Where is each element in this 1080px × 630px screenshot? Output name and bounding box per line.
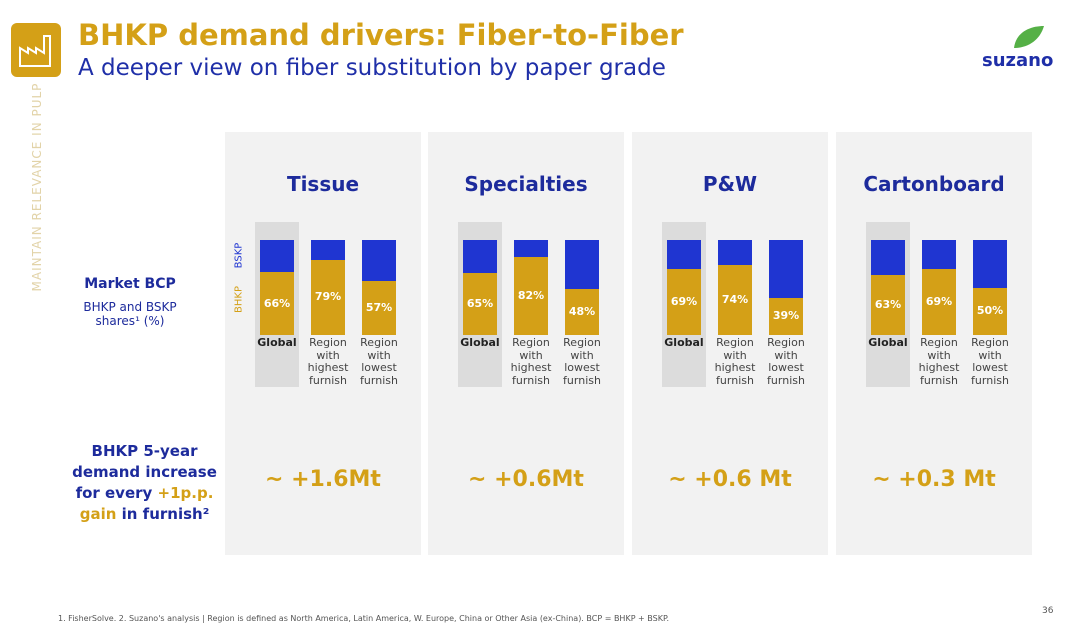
bar-segment [718,264,752,335]
bar-segment [769,297,803,335]
category-label: Global [868,336,908,349]
category-label: Region with highest furnish [307,336,349,387]
market-label: Market BCP [84,276,176,292]
text: BHKP 5-year demand increase for every [72,442,217,502]
bar-segment [463,240,497,274]
bar-segment [667,240,701,270]
panel-title: P&W [702,172,758,196]
panel-title: Cartonboard [863,172,1005,196]
category-label: Region with lowest furnish [360,336,398,387]
bar-segment [973,240,1007,288]
annotation: ~ +0.6 Mt [668,467,792,492]
bar-segment [973,287,1007,335]
panel-title: Tissue [286,172,360,196]
bar-segment [260,240,294,273]
panel: Cartonboard 63% Global 69% Region with highe… [836,132,1032,555]
value-label: 57% [365,300,393,314]
shares-label: BHKP and BSKP shares¹ (%) [83,300,177,328]
value-label: 63% [874,298,902,312]
bar-segment [922,240,956,270]
panel-title: Specialties [464,172,588,196]
category-label: Global [460,336,500,349]
bar-segment [565,240,599,290]
bar-segment [514,257,548,335]
panel: P&W 69% Global 74% Region with highest furni… [632,132,828,555]
text: +1p.p. [157,484,214,502]
annotation: ~ +0.3 Mt [872,467,996,492]
bar-segment [260,272,294,335]
bar-segment [871,240,905,276]
value-label: 69% [670,295,698,309]
value-label: 66% [263,296,291,310]
value-label: 48% [568,305,596,319]
bar-segment [362,280,396,335]
category-label: Region with lowest furnish [767,336,805,387]
bar-segment [463,273,497,335]
bar-segment [769,240,803,298]
legend-label: BSKP [233,242,245,269]
page-number: 36 [1042,606,1054,616]
bar-segment [718,240,752,265]
value-label: 39% [772,309,800,323]
value-label: 79% [314,290,342,304]
footnote: 1. FisherSolve. 2. Suzano's analysis | R… [58,614,670,623]
title: BHKP demand drivers: Fiber-to-Fiber [78,18,684,52]
category-label: Global [257,336,297,349]
category-label: Global [664,336,704,349]
category-label: Region with highest furnish [714,336,756,387]
value-label: 69% [925,295,953,309]
annotation: ~ +0.6Mt [468,467,584,492]
bar-segment [514,240,548,258]
legend-label: BHKP [233,286,245,313]
bar-segment [922,269,956,335]
value-label: 74% [721,292,749,306]
value-label: 82% [517,289,545,303]
bar-segment [311,259,345,335]
bar-segment [311,240,345,260]
demand-label: BHKP 5-year demand increase for every +1… [62,441,227,525]
text: in furnish² [116,505,210,523]
category-label: Region with highest furnish [510,336,552,387]
value-label: 50% [976,304,1004,318]
category-label: Region with lowest furnish [971,336,1009,387]
logo-leaf [1014,26,1044,48]
logo: suzano [982,50,1054,71]
category-label: Region with highest furnish [918,336,960,387]
category-label: Region with lowest furnish [563,336,601,387]
subtitle: A deeper view on fiber substitution by p… [78,55,666,81]
sidebar: MAINTAIN RELEVANCE IN PULP [30,82,44,292]
bar-segment [871,275,905,335]
icon [11,23,61,77]
value-label: 65% [466,297,494,311]
bar-segment [362,240,396,281]
text: gain [79,505,117,523]
panel: Specialties 65% Global 82% Region with highe… [428,132,624,555]
panel: Tissue BHKP BSKP 66% Global 79% Region with hi… [225,132,421,555]
bar-segment [565,289,599,335]
annotation: ~ +1.6Mt [265,467,381,492]
bar-segment [667,269,701,335]
